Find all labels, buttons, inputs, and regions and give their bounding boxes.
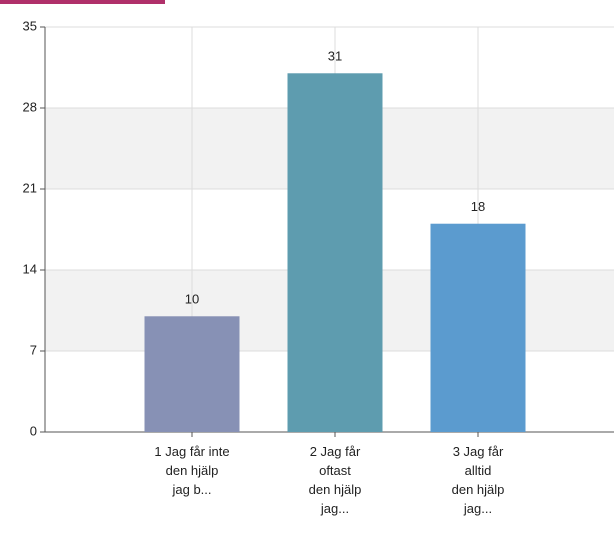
x-tick-label: 1 Jag får inte den hjälp jag b... (154, 444, 230, 497)
header-strip (0, 0, 165, 4)
bar (287, 73, 383, 433)
y-tick-label: 0 (30, 423, 37, 438)
value-label: 10 (185, 292, 199, 307)
x-tick-label: 2 Jag får oftast den hjälp jag... (308, 444, 362, 516)
bar (144, 316, 240, 432)
value-label: 18 (471, 199, 485, 214)
x-tick-label: 3 Jag får alltid den hjälp jag... (451, 444, 505, 516)
y-tick-label: 7 (30, 342, 37, 357)
y-tick-label: 28 (23, 99, 37, 114)
bar (430, 223, 526, 432)
y-tick-label: 21 (23, 180, 37, 195)
y-tick-label: 35 (23, 18, 37, 33)
y-tick-label: 14 (23, 261, 37, 276)
value-label: 31 (328, 49, 342, 64)
